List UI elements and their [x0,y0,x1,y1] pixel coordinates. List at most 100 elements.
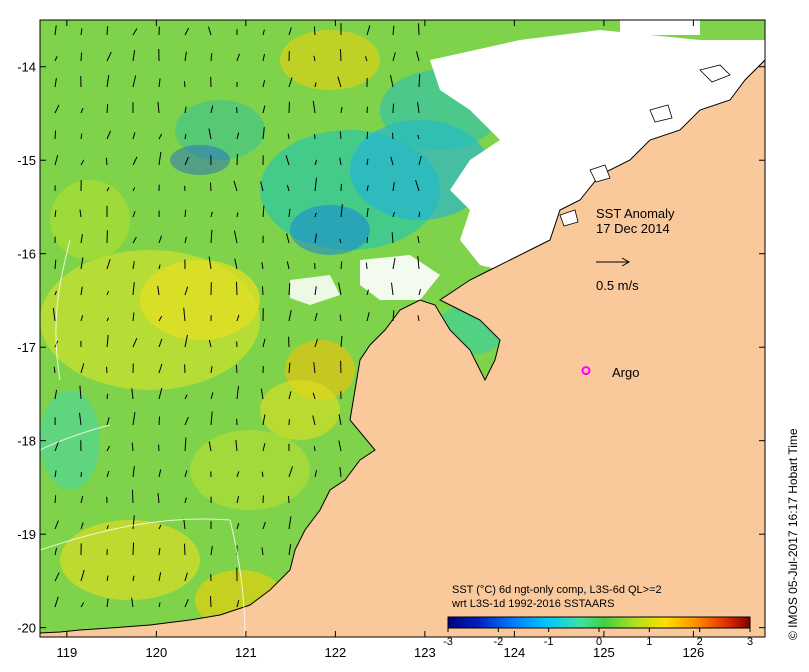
current-vector [339,238,342,244]
current-vector [53,366,56,374]
colorbar: -3 -2 -1 0 1 2 3 [443,616,753,648]
current-vector [287,133,290,140]
current-vector [106,103,109,114]
current-vector [392,211,395,218]
current-vector [288,391,292,400]
current-vector [236,471,240,478]
current-vector [54,259,57,270]
current-vector [312,100,316,114]
current-vector [184,27,190,36]
current-vector [392,25,395,36]
current-vector [184,572,188,582]
current-vector [417,235,420,244]
coastal-islands [559,64,731,227]
current-vector [339,314,342,322]
current-vector [260,388,264,400]
current-vector [262,414,266,426]
current-vector [157,285,160,296]
y-tick-label: -15 [17,153,36,168]
current-vector [233,230,238,244]
current-vector [158,133,163,140]
current-vector [262,338,266,348]
current-vector [338,414,342,426]
current-vector [132,515,135,530]
current-vector [260,181,264,192]
current-vector [158,264,161,270]
argo-marker: Argo [581,365,639,380]
current-vector [132,337,138,348]
current-vector [262,29,265,36]
current-vector [132,156,138,166]
colorbar-tick-label: 1 [646,636,652,648]
colorbar-tick-label: 0 [596,636,602,648]
current-vector [262,443,266,452]
current-vector [314,312,318,322]
current-vector [288,362,291,374]
map-plot-area [40,20,765,637]
current-vector [236,385,240,400]
current-vector [158,469,162,478]
x-tick-label: 119 [56,645,77,660]
current-vector [184,394,188,400]
current-vector [52,307,56,322]
current-vector [54,290,57,296]
current-vector [209,596,212,608]
current-vector [158,315,163,322]
current-vector [158,548,161,556]
current-vector [184,599,189,608]
current-vector [106,259,111,270]
current-vector [261,286,264,296]
current-vector [80,363,85,374]
current-vector [418,155,422,166]
current-vector [80,133,83,140]
y-tick-label: -14 [17,60,36,75]
current-vector [339,157,342,166]
current-vector [339,131,342,140]
current-vector [80,107,84,114]
current-vector [158,338,163,348]
current-vector [106,51,112,62]
current-vector [80,234,83,244]
colorbar-tick-label: 2 [697,636,703,648]
current-vector [80,286,83,296]
current-vector [184,416,189,426]
current-vector [235,281,238,296]
current-vector [208,441,212,452]
x-tick-label: 121 [235,645,257,660]
colorbar-tick-label: -1 [544,636,554,648]
vector-scale: 0.5 m/s [596,257,639,293]
current-vector [80,159,85,166]
current-vector [184,236,187,244]
current-vector [314,233,318,244]
current-vector [158,363,163,374]
current-vector [54,440,60,452]
current-vector [106,290,109,296]
current-vector [80,495,84,504]
current-vector [184,286,189,296]
y-tick-label: -16 [17,247,36,262]
current-vector [313,26,316,36]
current-vector [236,600,240,608]
map-title-line1: SST Anomaly [596,206,675,221]
current-vector [366,289,369,296]
current-vector [184,106,187,114]
current-vector [131,388,134,400]
current-vector [131,597,134,608]
current-vector [340,335,343,348]
current-vector [262,105,266,114]
colorbar-ticks: -3 -2 -1 0 1 2 3 [443,628,753,648]
current-vector [106,445,111,452]
current-vector [366,158,369,166]
current-vector [158,572,162,582]
current-vector [288,544,292,556]
current-vector [80,315,84,322]
current-vectors [52,23,422,608]
current-vector [262,80,266,88]
current-vector [392,310,395,322]
current-vector [261,471,264,478]
current-vector [418,211,421,218]
current-vector [54,55,58,62]
map-title-line2: 17 Dec 2014 [596,221,670,236]
current-vector [236,522,240,530]
